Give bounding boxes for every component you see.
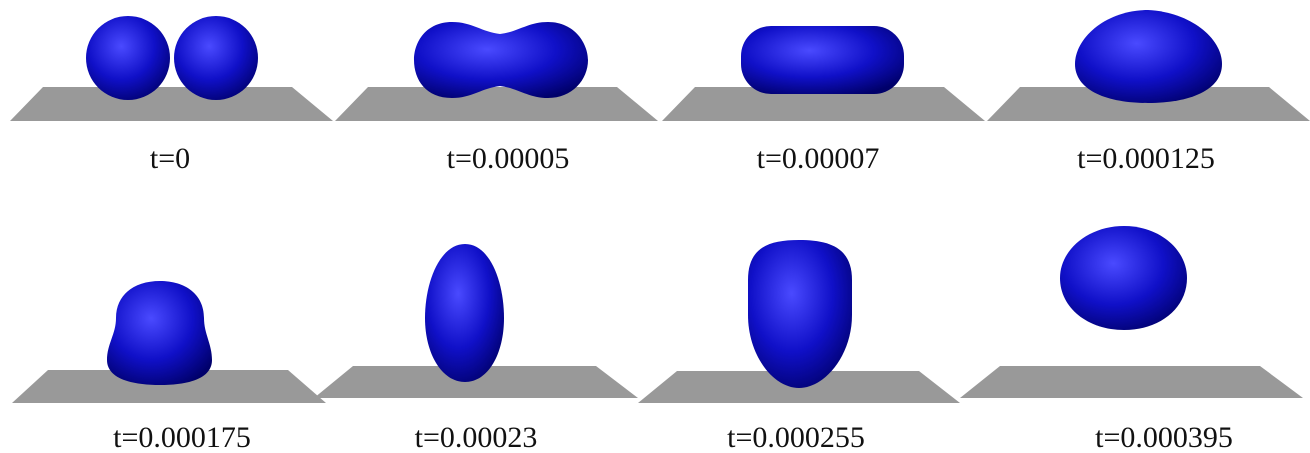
substrate-plate bbox=[12, 370, 326, 403]
droplet-merged bbox=[748, 240, 852, 388]
time-label: t=0.000125 bbox=[1077, 142, 1215, 175]
frame-2: t=0.00005 bbox=[335, 22, 658, 175]
time-label: t=0.000175 bbox=[113, 421, 251, 453]
frame-1: t=0 bbox=[10, 16, 333, 175]
frame-3: t=0.00007 bbox=[662, 26, 985, 175]
substrate-plate bbox=[314, 366, 638, 398]
droplet-merged bbox=[107, 281, 212, 385]
time-label: t=0.00005 bbox=[447, 142, 570, 175]
droplet-merged bbox=[425, 244, 504, 382]
substrate-plate bbox=[10, 87, 333, 121]
frame-6: t=0.00023 bbox=[314, 244, 638, 453]
time-label: t=0.00023 bbox=[415, 421, 538, 453]
substrate-plate bbox=[987, 87, 1310, 121]
droplet-detached bbox=[1060, 226, 1187, 330]
droplet-merged bbox=[1075, 10, 1222, 103]
substrate-plate bbox=[662, 87, 985, 121]
droplet-right bbox=[174, 16, 258, 100]
time-label: t=0.000395 bbox=[1095, 421, 1233, 453]
frame-7: t=0.000255 bbox=[638, 240, 960, 453]
frame-8: t=0.000395 bbox=[960, 226, 1303, 453]
droplet-merged bbox=[414, 22, 588, 98]
time-label: t=0 bbox=[150, 142, 190, 175]
time-label: t=0.00007 bbox=[757, 142, 880, 175]
substrate-plate bbox=[960, 366, 1303, 398]
frame-5: t=0.000175 bbox=[12, 281, 326, 453]
droplet-left bbox=[86, 16, 170, 100]
substrate-plate bbox=[335, 87, 658, 121]
frame-4: t=0.000125 bbox=[987, 10, 1310, 175]
time-label: t=0.000255 bbox=[727, 421, 865, 453]
droplet-merged bbox=[741, 26, 904, 94]
